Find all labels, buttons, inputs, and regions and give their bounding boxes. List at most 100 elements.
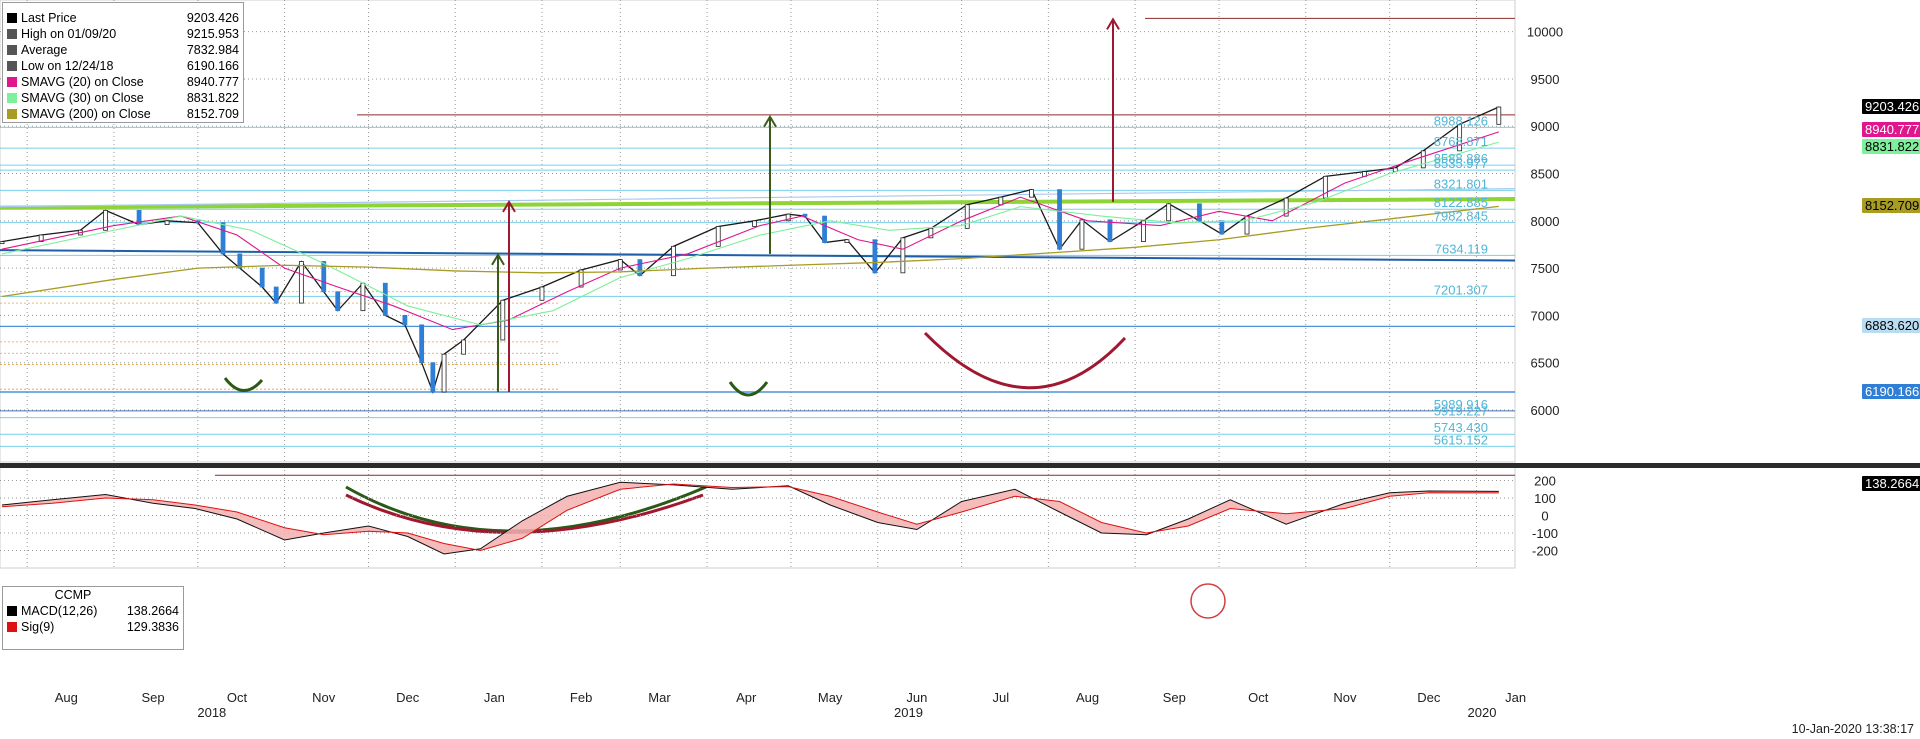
legend-value: 6190.166 bbox=[186, 59, 239, 73]
green-resistance-line bbox=[0, 197, 1516, 210]
price-point bbox=[578, 269, 584, 288]
legend-label: High on 01/09/20 bbox=[21, 27, 117, 41]
price-tick-label: 6000 bbox=[1531, 403, 1560, 418]
price-point bbox=[273, 286, 279, 304]
legend-swatch bbox=[7, 13, 17, 23]
price-tick-label: 9000 bbox=[1531, 119, 1560, 134]
macd-legend: CCMP MACD(12,26) 138.2664 Sig(9) 129.3836 bbox=[2, 586, 184, 650]
price-tag: 6190.166 bbox=[1862, 383, 1920, 399]
price-point bbox=[461, 339, 467, 355]
series-line-3 bbox=[1, 205, 1499, 298]
price-point bbox=[430, 362, 436, 393]
price-point bbox=[419, 324, 425, 364]
signal-line bbox=[1, 483, 1499, 552]
price-point bbox=[1496, 106, 1502, 125]
green-arrow-1-head bbox=[491, 252, 505, 266]
month-label: Jan bbox=[484, 690, 505, 705]
price-tag: 6883.620 bbox=[1862, 318, 1920, 334]
price-point bbox=[1219, 220, 1225, 235]
price-point bbox=[617, 259, 623, 271]
price-tag: 8940.777 bbox=[1862, 121, 1920, 137]
level-label: 5989.916 bbox=[1434, 397, 1488, 412]
price-point bbox=[900, 237, 906, 274]
price-point bbox=[360, 282, 366, 312]
level-label: 5919.227 bbox=[1434, 404, 1488, 419]
price-tick-label: 7500 bbox=[1531, 261, 1560, 276]
price-tag: 9203.426 bbox=[1862, 98, 1920, 114]
legend-row: SMAVG (30) on Close 8831.822 bbox=[3, 90, 243, 106]
level-label: 8122.885 bbox=[1434, 195, 1488, 210]
legend-label: Last Price bbox=[21, 11, 77, 25]
year-label: 2019 bbox=[894, 705, 923, 720]
light-blue-trendline bbox=[0, 188, 1516, 208]
macd-tick-label: 100 bbox=[1534, 491, 1556, 506]
month-label: Oct bbox=[1248, 690, 1269, 705]
legend-label: Low on 12/24/18 bbox=[21, 59, 114, 73]
legend-label: Sig(9) bbox=[21, 620, 55, 634]
year-label: 2018 bbox=[197, 705, 226, 720]
price-point bbox=[237, 253, 243, 269]
price-point bbox=[164, 220, 170, 225]
month-label: Jun bbox=[906, 690, 927, 705]
price-point bbox=[1141, 220, 1146, 243]
legend-label: SMAVG (20) on Close bbox=[21, 75, 144, 89]
legend-row: High on 01/09/20 9215.953 bbox=[3, 26, 243, 42]
macd-tick-label: -100 bbox=[1532, 526, 1558, 541]
month-label: Aug bbox=[1076, 690, 1099, 705]
price-point bbox=[637, 259, 643, 277]
price-tag: 138.2664 bbox=[1862, 476, 1920, 491]
small-cup-1 bbox=[223, 377, 264, 392]
price-point bbox=[802, 213, 808, 217]
month-label: Jan bbox=[1505, 690, 1526, 705]
month-label: Apr bbox=[736, 690, 757, 705]
price-point bbox=[1457, 123, 1463, 152]
green-arrow-2-head bbox=[763, 114, 777, 128]
price-point bbox=[752, 220, 758, 227]
price-point bbox=[103, 210, 108, 231]
legend-swatch bbox=[7, 61, 17, 71]
legend-value: 129.3836 bbox=[126, 620, 179, 634]
month-label: May bbox=[818, 690, 843, 705]
level-label: 5615.152 bbox=[1434, 432, 1488, 447]
price-point bbox=[1322, 175, 1328, 199]
month-label: Nov bbox=[312, 690, 336, 705]
legend-swatch bbox=[7, 29, 17, 39]
price-tag: 8831.822 bbox=[1862, 139, 1920, 155]
price-point bbox=[998, 196, 1004, 206]
price-point bbox=[844, 239, 850, 243]
legend-label: SMAVG (30) on Close bbox=[21, 91, 144, 105]
level-label: 8321.801 bbox=[1434, 176, 1488, 191]
red-arrow-2-head bbox=[1106, 17, 1120, 30]
level-label: 5743.430 bbox=[1434, 420, 1488, 435]
price-point bbox=[441, 353, 447, 393]
price-tick-label: 6500 bbox=[1531, 356, 1560, 371]
legend-label: Average bbox=[21, 43, 68, 57]
month-label: Feb bbox=[570, 690, 592, 705]
price-point bbox=[715, 226, 721, 247]
macd-line bbox=[1, 481, 1499, 555]
head-curve bbox=[923, 331, 1127, 390]
legend-row: SMAVG (200) on Close 8152.709 bbox=[3, 106, 243, 122]
legend-swatch bbox=[7, 93, 17, 103]
price-tick-label: 10000 bbox=[1527, 25, 1563, 40]
legend-value: 8152.709 bbox=[186, 107, 239, 121]
macd-tick-label: 200 bbox=[1534, 474, 1556, 489]
legend-swatch bbox=[7, 77, 17, 87]
price-point bbox=[0, 241, 5, 245]
month-label: Aug bbox=[55, 690, 78, 705]
month-label: Sep bbox=[142, 690, 165, 705]
price-axis: 6000 6500 7000 7500 8000 8500 9000 9500 10000 bbox=[1527, 25, 1563, 418]
legend-row: Last Price 9203.426 bbox=[3, 10, 243, 26]
price-point bbox=[1244, 215, 1250, 235]
price-panel-frame bbox=[0, 0, 1516, 463]
macd-axis: -200 -100 0 100 200 bbox=[1532, 474, 1558, 559]
legend-row: Sig(9) 129.3836 bbox=[3, 619, 183, 635]
blue-trendline bbox=[0, 249, 1516, 262]
price-point bbox=[1283, 197, 1289, 217]
month-label: Mar bbox=[648, 690, 671, 705]
level-label: 8988.126 bbox=[1434, 113, 1488, 128]
legend-value: 7832.984 bbox=[186, 43, 239, 57]
macd-series bbox=[1, 481, 1499, 555]
